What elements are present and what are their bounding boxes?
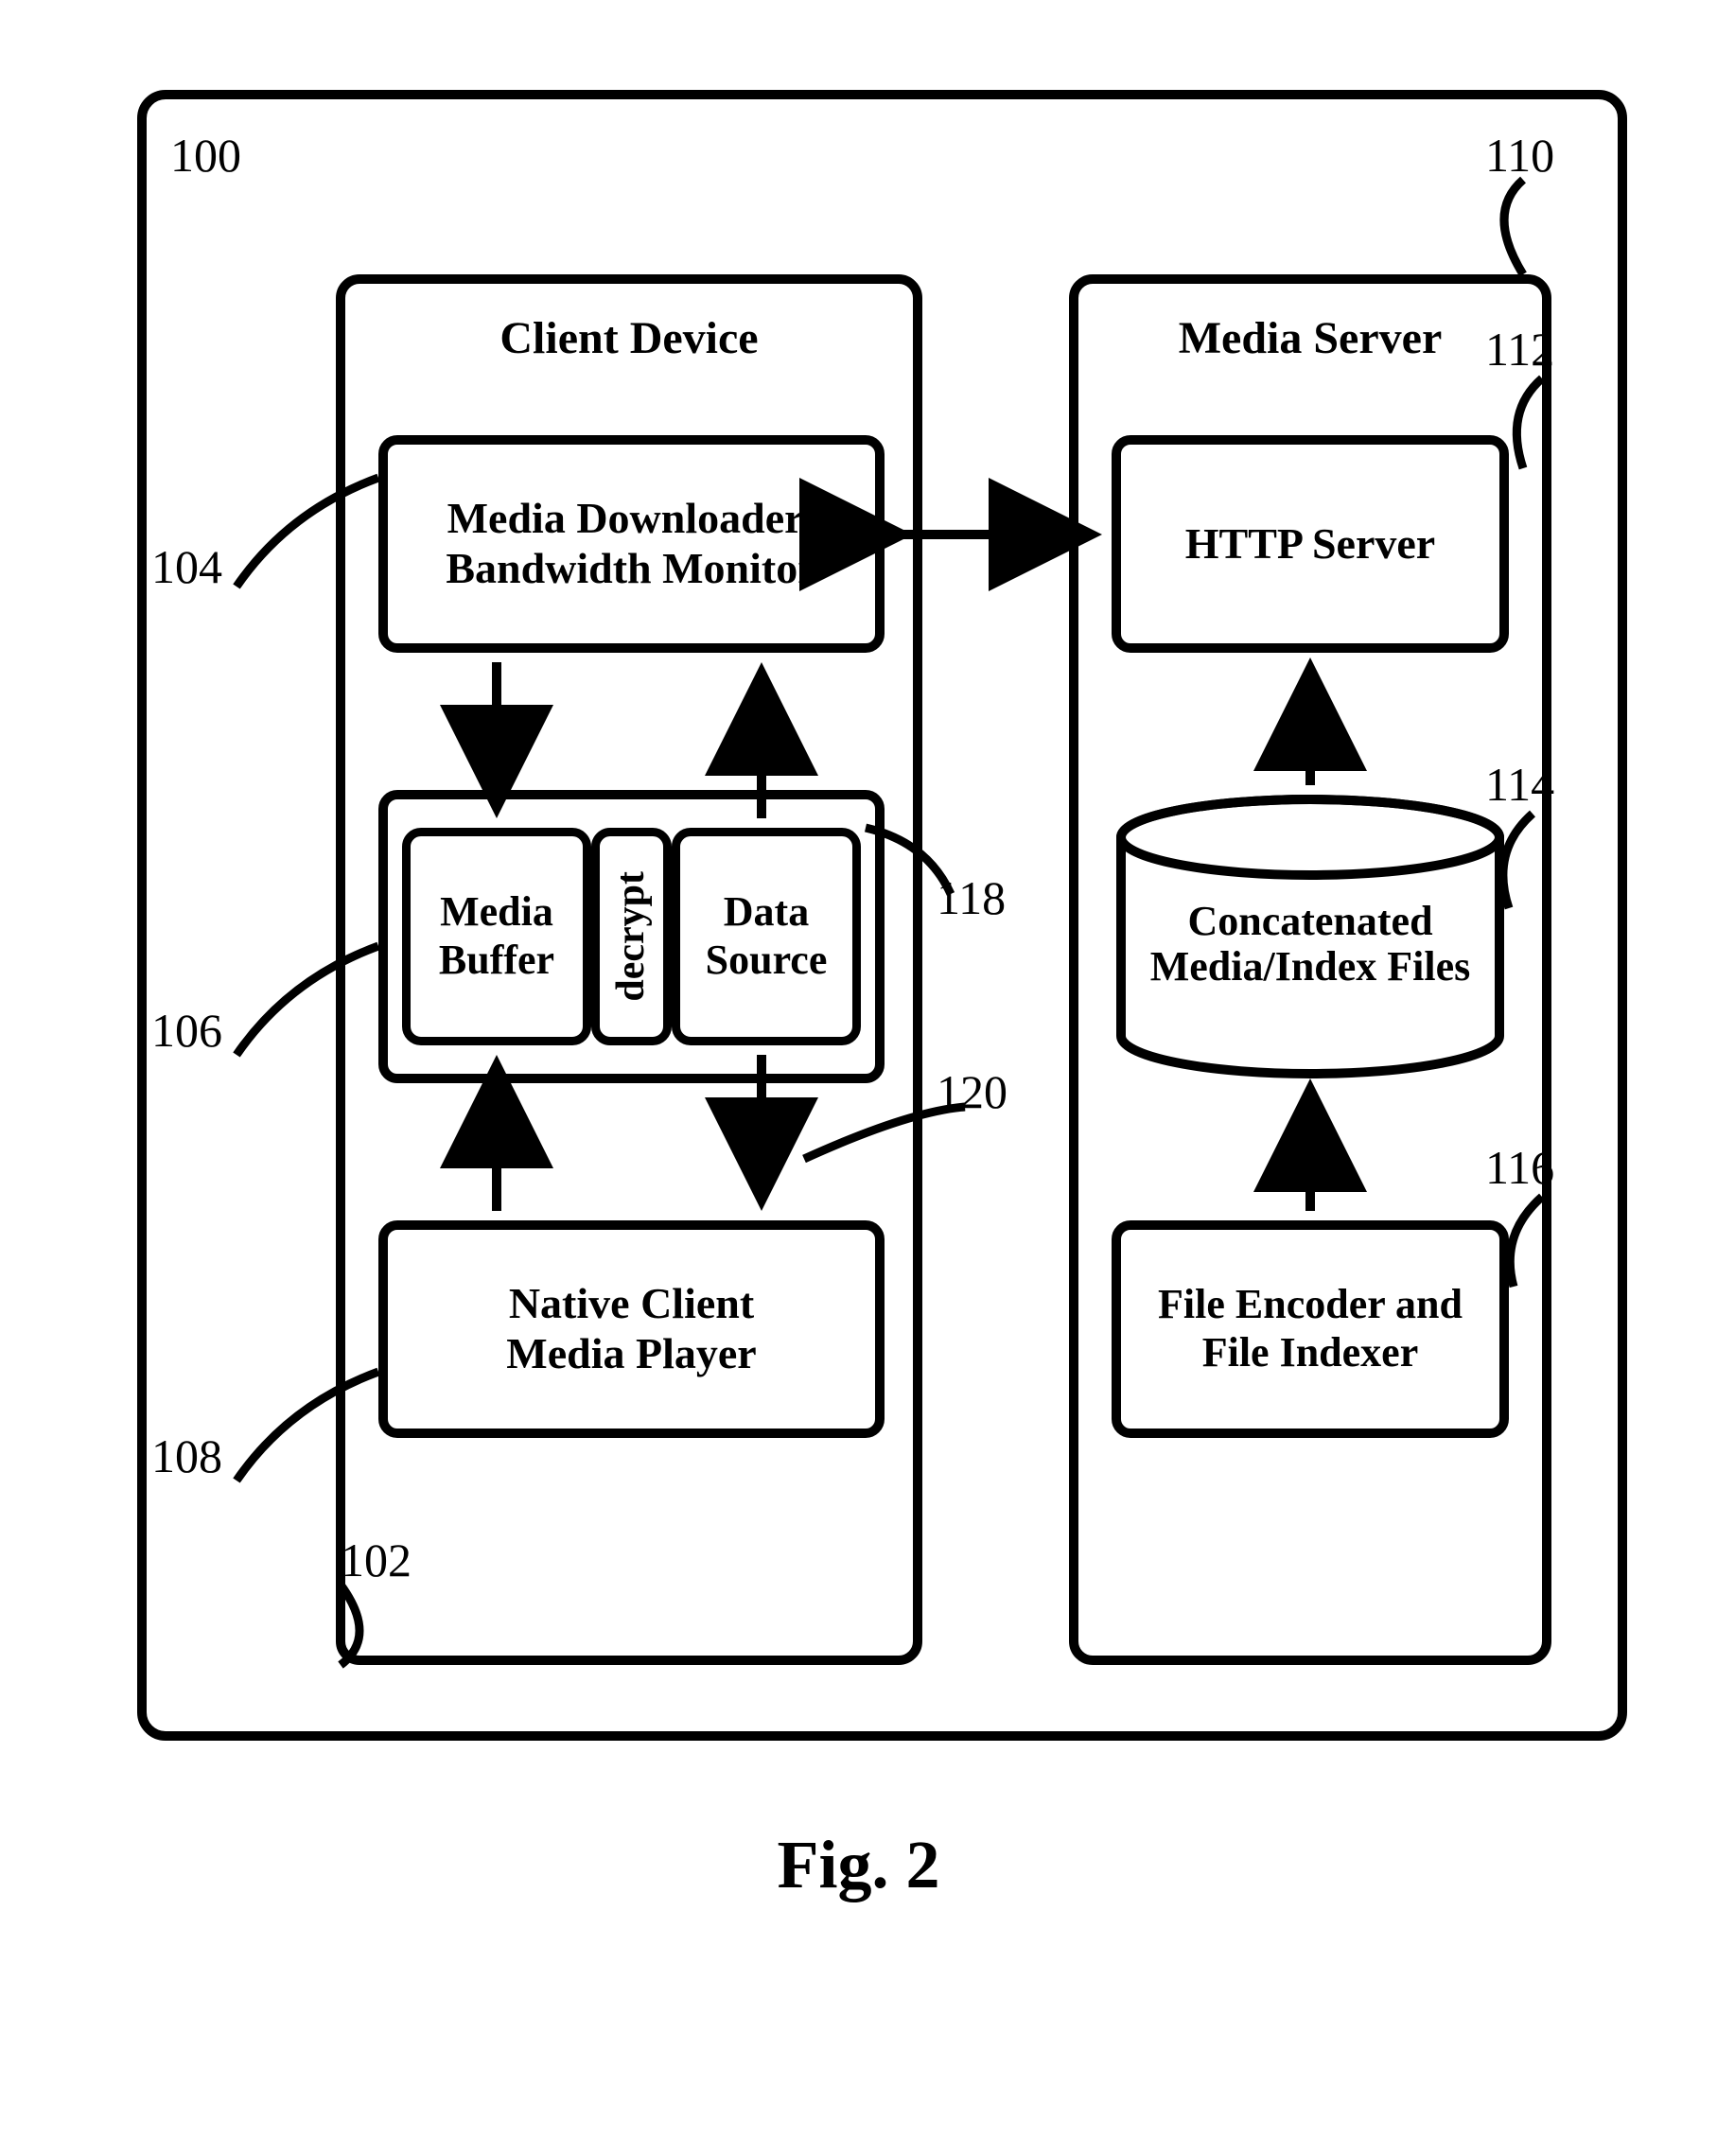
figure-caption: Fig. 2 <box>0 1826 1717 1904</box>
data-source-l2: Source <box>706 937 828 985</box>
store-l1: Concatenated <box>1112 899 1509 944</box>
client-title: Client Device <box>336 312 922 364</box>
downloader-line1: Media Downloader/ <box>447 494 816 544</box>
player-l1: Native Client <box>509 1279 754 1329</box>
ref-114: 114 <box>1485 757 1554 812</box>
ref-100: 100 <box>170 128 241 183</box>
ref-112: 112 <box>1485 322 1554 377</box>
media-buffer-block: Media Buffer <box>402 828 591 1045</box>
ref-110: 110 <box>1485 128 1554 183</box>
native-player-block: Native Client Media Player <box>378 1220 885 1438</box>
store-l2: Media/Index Files <box>1112 944 1509 990</box>
ref-118: 118 <box>937 870 1006 925</box>
ref-116: 116 <box>1485 1140 1554 1195</box>
ref-102: 102 <box>341 1533 412 1587</box>
decrypt-label: decrypt <box>608 871 654 1002</box>
media-buffer-l2: Buffer <box>439 937 554 985</box>
ref-108: 108 <box>151 1429 222 1483</box>
media-buffer-l1: Media <box>440 888 553 937</box>
encoder-l2: File Indexer <box>1202 1329 1419 1377</box>
store-label: Concatenated Media/Index Files <box>1112 899 1509 990</box>
ref-120: 120 <box>937 1064 1007 1119</box>
http-label: HTTP Server <box>1185 519 1435 570</box>
downloader-line2: Bandwidth Monitor <box>446 544 816 594</box>
ref-104: 104 <box>151 539 222 594</box>
media-downloader-block: Media Downloader/ Bandwidth Monitor <box>378 435 885 653</box>
server-title: Media Server <box>1069 312 1551 364</box>
ref-106: 106 <box>151 1003 222 1058</box>
http-server-block: HTTP Server <box>1112 435 1509 653</box>
encoder-block: File Encoder and File Indexer <box>1112 1220 1509 1438</box>
player-l2: Media Player <box>506 1329 756 1379</box>
data-source-block: Data Source <box>672 828 861 1045</box>
data-source-l1: Data <box>724 888 809 937</box>
decrypt-block: decrypt <box>591 828 672 1045</box>
encoder-l1: File Encoder and <box>1158 1281 1463 1329</box>
